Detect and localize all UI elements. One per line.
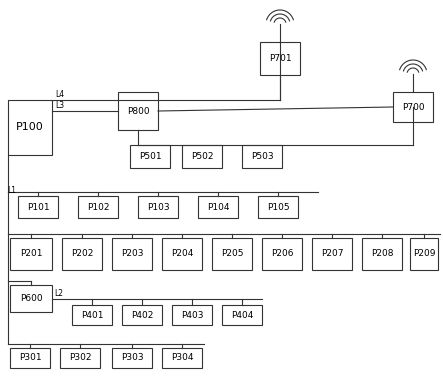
Bar [10,238,52,270]
Bar [112,348,152,368]
Text: L2: L2 [54,289,63,298]
Bar [312,238,352,270]
Bar [18,196,58,218]
Text: L3: L3 [55,101,64,110]
Text: P501: P501 [139,152,161,161]
Text: P209: P209 [413,249,435,258]
Bar [112,238,152,270]
Text: P103: P103 [147,203,169,212]
Text: P600: P600 [19,294,43,303]
Text: P203: P203 [121,249,143,258]
Bar [182,145,222,168]
Bar [138,196,178,218]
Text: P100: P100 [16,122,44,133]
Text: P404: P404 [231,310,253,319]
Text: P304: P304 [171,353,193,362]
Text: L4: L4 [55,90,64,99]
Bar [242,145,282,168]
Text: L1: L1 [7,186,16,195]
Bar [410,238,438,270]
Text: P102: P102 [87,203,109,212]
Bar [60,348,100,368]
Text: P402: P402 [131,310,153,319]
Bar [260,42,300,75]
Text: P104: P104 [207,203,229,212]
Bar [10,285,52,312]
Bar [172,305,212,325]
Text: P302: P302 [69,353,91,362]
Text: P403: P403 [181,310,203,319]
Text: P207: P207 [321,249,343,258]
Text: P205: P205 [221,249,243,258]
Text: P206: P206 [271,249,293,258]
Text: P201: P201 [20,249,42,258]
Bar [222,305,262,325]
Text: P503: P503 [251,152,273,161]
Text: P101: P101 [27,203,49,212]
Bar [262,238,302,270]
Text: P700: P700 [402,102,424,111]
Bar [198,196,238,218]
Text: P502: P502 [191,152,213,161]
Bar [212,238,252,270]
Text: P800: P800 [127,106,149,115]
Text: P301: P301 [19,353,41,362]
Bar [162,348,202,368]
Text: P701: P701 [269,54,291,63]
Bar [72,305,112,325]
Bar [78,196,118,218]
Bar [362,238,402,270]
Bar [130,145,170,168]
Bar [10,348,50,368]
Text: P208: P208 [371,249,393,258]
Bar [8,100,52,155]
Text: P202: P202 [71,249,93,258]
Bar [162,238,202,270]
Bar [122,305,162,325]
Text: P303: P303 [120,353,144,362]
Bar [258,196,298,218]
Bar [118,92,158,130]
Bar [62,238,102,270]
Text: P401: P401 [81,310,103,319]
Text: P105: P105 [267,203,289,212]
Text: P204: P204 [171,249,193,258]
Bar [393,92,433,122]
